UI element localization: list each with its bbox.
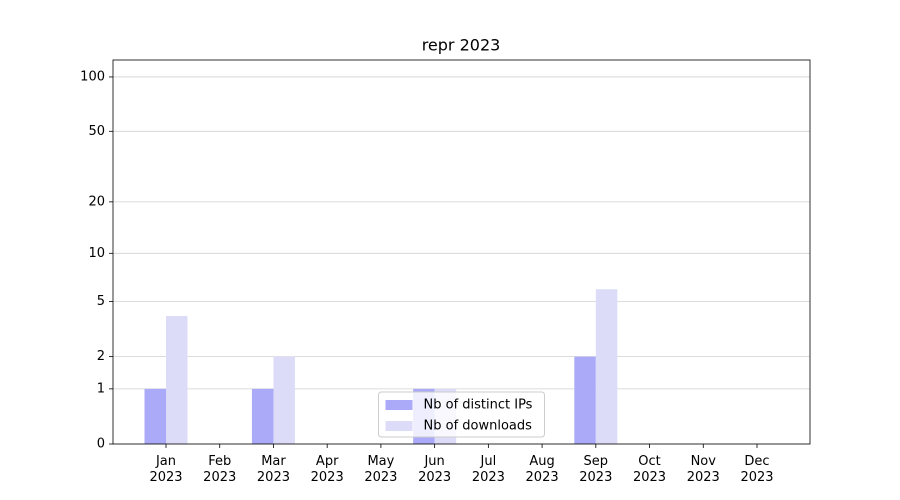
y-tick-label: 0	[97, 437, 105, 452]
y-tick-label: 1	[97, 381, 105, 396]
bar	[273, 356, 295, 444]
y-tick-label: 100	[80, 69, 105, 84]
bar	[251, 388, 274, 444]
legend-swatch	[385, 400, 413, 410]
plot-frame	[112, 59, 811, 445]
y-tick-label: 2	[97, 349, 105, 364]
bar	[574, 356, 596, 444]
x-tick-label: Jun 2023	[418, 454, 451, 485]
x-tick-label: Oct 2023	[633, 454, 666, 485]
x-tick-label: May 2023	[364, 454, 397, 485]
legend-label: Nb of distinct IPs	[424, 398, 533, 413]
x-tick-label: Sep 2023	[579, 454, 612, 485]
x-tick-label: Apr 2023	[311, 454, 344, 485]
chart-title: repr 2023	[422, 36, 501, 55]
x-tick-label: Jan 2023	[149, 454, 182, 485]
x-tick-label: Jul 2023	[472, 454, 505, 485]
bar	[595, 289, 618, 444]
x-tick-label: Dec 2023	[740, 454, 773, 485]
bar	[144, 388, 166, 444]
legend-swatch	[385, 421, 413, 431]
legend-frame	[378, 391, 545, 438]
y-tick-label: 10	[88, 246, 105, 261]
x-tick-label: Mar 2023	[257, 454, 290, 485]
y-tick-label: 50	[88, 124, 105, 139]
y-tick-label: 20	[88, 194, 105, 209]
y-tick-label: 5	[97, 294, 105, 309]
legend-label: Nb of downloads	[424, 419, 533, 434]
x-tick-label: Nov 2023	[687, 454, 720, 485]
x-tick-label: Aug 2023	[526, 454, 559, 485]
bar	[166, 316, 188, 444]
legend: Nb of distinct IPs Nb of downloads	[378, 391, 545, 438]
x-tick-label: Feb 2023	[203, 454, 236, 485]
